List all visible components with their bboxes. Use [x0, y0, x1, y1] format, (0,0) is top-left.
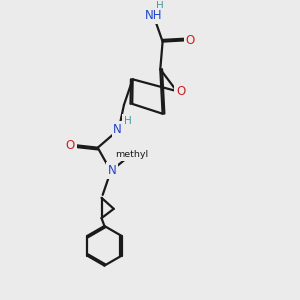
Text: H: H: [156, 1, 164, 11]
Text: NH: NH: [145, 10, 162, 22]
Text: O: O: [66, 139, 75, 152]
Text: H: H: [124, 116, 131, 126]
Text: O: O: [185, 34, 195, 47]
Text: N: N: [108, 164, 116, 177]
Text: methyl: methyl: [115, 150, 148, 159]
Text: N: N: [113, 123, 122, 136]
Text: O: O: [176, 85, 185, 98]
